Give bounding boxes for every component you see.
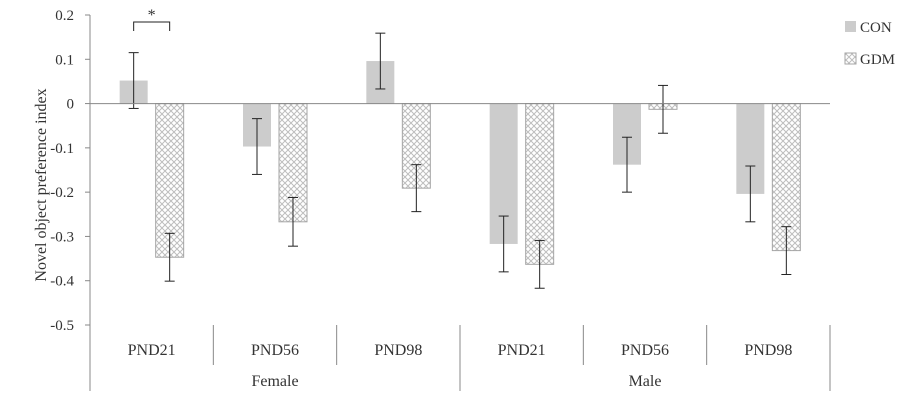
category-label: PND21	[498, 342, 546, 359]
y-tick-label: -0.3	[50, 229, 74, 245]
y-tick-label: 0.1	[55, 52, 74, 68]
category-label: PND56	[251, 342, 299, 359]
legend-label-con: CON	[860, 20, 892, 36]
legend-label-gdm: GDM	[860, 52, 895, 68]
category-label: PND98	[374, 342, 422, 359]
category-label: PND56	[621, 342, 669, 359]
bar-gdm	[155, 103, 185, 258]
significance-bracket	[133, 21, 171, 31]
group-label: Female	[251, 373, 298, 390]
category-label: PND21	[128, 342, 176, 359]
y-tick-label: 0.2	[55, 8, 74, 24]
y-tick-label: -0.1	[50, 141, 74, 157]
plot-area: 0.2 0.1 0 -0.1 -0.2 -0.3 -0.4 -0.5 PND21 PND56 PND…	[50, 7, 831, 391]
y-tick-label: -0.5	[50, 318, 74, 334]
bar-gdm	[771, 103, 801, 252]
legend: CON GDM	[844, 20, 895, 68]
y-tick-label: 0	[67, 97, 75, 113]
category-label: PND98	[744, 342, 792, 359]
legend-swatch-gdm	[844, 52, 857, 65]
y-tick-label: -0.4	[50, 274, 74, 290]
y-tick-label: -0.2	[50, 185, 74, 201]
y-axis-label: Novel object preference index	[33, 88, 50, 281]
significance-star: *	[148, 7, 156, 24]
group-label: Male	[629, 373, 662, 390]
legend-swatch-con	[845, 21, 856, 32]
